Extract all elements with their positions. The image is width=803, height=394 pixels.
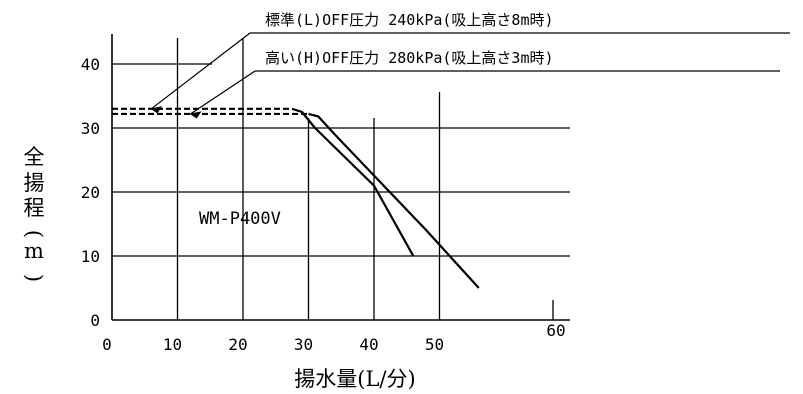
annotation-arrowhead <box>150 106 163 114</box>
x-tick-label: 40 <box>359 335 378 354</box>
annotation-leader-line <box>150 32 251 110</box>
series-0-line <box>291 107 415 257</box>
x-axis-label: 揚水量(L/分) <box>294 367 415 391</box>
x-tick-label: 20 <box>228 335 247 354</box>
y-tick-label: 0 <box>90 311 100 330</box>
y-axis-label-char: ) <box>22 274 46 282</box>
model-label: WM-P400V <box>199 209 281 229</box>
annotation-label: 標準(L)OFF圧力 240kPa(吸上高さ8m時) <box>265 11 554 29</box>
y-tick-label: 20 <box>81 183 100 202</box>
y-axis-label-char: m <box>24 239 44 263</box>
x-tick-label: 50 <box>425 335 444 354</box>
y-tick-label: 40 <box>81 55 100 74</box>
x-tick-label: 60 <box>546 321 565 340</box>
x-tick-label: 0 <box>102 335 112 354</box>
annotation-label: 高い(H)OFF圧力 280kPa(吸上高さ3m時) <box>265 49 554 67</box>
y-tick-label: 30 <box>81 119 100 138</box>
x-tick-label: 30 <box>294 335 313 354</box>
y-tick-label: 10 <box>81 247 100 266</box>
annotation-arrowhead <box>189 111 202 119</box>
series-1-line <box>308 112 480 289</box>
x-tick-label: 10 <box>163 335 182 354</box>
y-axis-label-char: 揚 <box>24 171 45 195</box>
y-axis-label-char: 全 <box>24 145 45 169</box>
y-axis-label-char: 程 <box>24 196 45 220</box>
y-axis-label-char: ( <box>22 230 46 238</box>
annotation-leader-line <box>190 70 256 115</box>
